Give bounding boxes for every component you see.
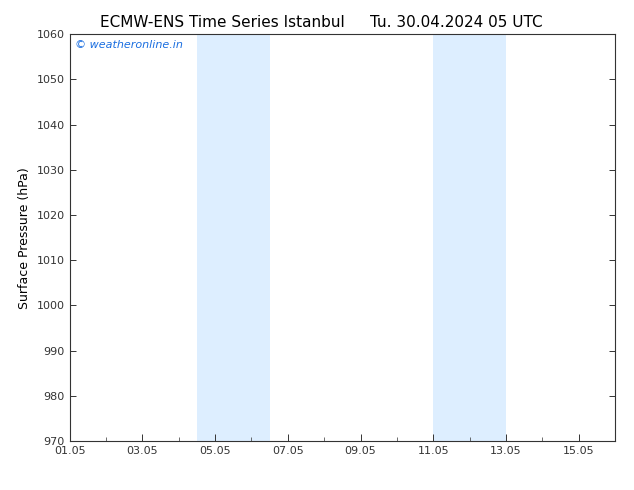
Y-axis label: Surface Pressure (hPa): Surface Pressure (hPa) bbox=[18, 167, 31, 309]
Text: © weatheronline.in: © weatheronline.in bbox=[75, 40, 183, 50]
Bar bbox=[433, 34, 506, 441]
Text: Tu. 30.04.2024 05 UTC: Tu. 30.04.2024 05 UTC bbox=[370, 15, 543, 30]
Bar bbox=[197, 34, 269, 441]
Text: ECMW-ENS Time Series Istanbul: ECMW-ENS Time Series Istanbul bbox=[100, 15, 344, 30]
